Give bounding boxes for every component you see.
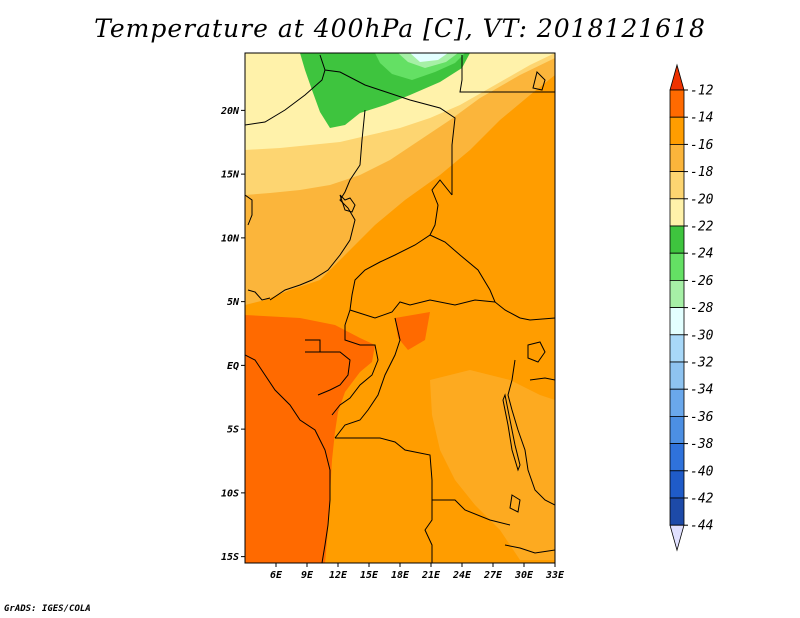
lon-tick-label: 33E (545, 570, 565, 581)
border-angola-drc (335, 437, 511, 526)
lat-tick-label: 5N (227, 297, 240, 308)
border-congo (331, 325, 379, 416)
colorbar-segment (669, 198, 685, 227)
coastline-atlantic (245, 354, 331, 563)
lon-tick-label: 12E (329, 570, 348, 581)
colorbar-level-label: -40 (690, 464, 714, 479)
colorbar-level-label: -30 (690, 328, 714, 343)
colorbar-segment (669, 307, 685, 336)
colorbar-segment (669, 415, 685, 444)
colorbar: -12 -14 -16 -18 -20 -22 -24 -26 -28 -30 -32 -34 -36 -… (669, 63, 714, 552)
border-libya-chad (319, 54, 456, 195)
lat-tick-label: 15S (221, 552, 239, 563)
lake-tanganyika (502, 393, 521, 472)
border-egypt-sudan (459, 55, 555, 93)
colorbar-level-label: -44 (690, 519, 713, 534)
colorbar-level-label: -14 (690, 111, 713, 126)
colorbar-segment (669, 470, 685, 499)
lon-tick-label: 24E (452, 570, 472, 581)
colorbar-segment (669, 116, 685, 145)
border-niger-chad-nigeria (269, 109, 366, 301)
colorbar-segment (669, 225, 685, 254)
lake-chad (339, 194, 356, 213)
colorbar-segment (669, 388, 685, 417)
colorbar-level-label: -36 (690, 410, 714, 425)
border-sudan-uganda (519, 317, 555, 321)
lat-tick-label: 20N (220, 106, 240, 117)
lat-tick-label: EQ (227, 361, 239, 372)
country-borders (245, 54, 555, 563)
sinai-coast (532, 71, 546, 91)
colorbar-top-arrow (669, 63, 685, 91)
lake-victoria (527, 341, 546, 363)
colorbar-level-label: -22 (690, 220, 714, 235)
colorbar-level-label: -16 (690, 138, 714, 153)
lon-tick-label: 15E (360, 570, 379, 581)
lat-tick-label: 15N (221, 170, 240, 181)
chart-title: Temperature at 400hPa [C], VT: 201812161… (94, 14, 706, 43)
colorbar-segment (669, 443, 685, 472)
colorbar-segment (669, 252, 685, 281)
border-uganda-kenya (529, 377, 555, 381)
latitude-axis: 20N 15N 10N 5N EQ 5S 10S 15S (220, 106, 245, 563)
lat-tick-label: 5S (227, 425, 239, 436)
colorbar-level-label: -26 (690, 274, 714, 289)
colorbar-level-label: -38 (690, 437, 714, 452)
border-gabon (317, 351, 351, 396)
temperature-field (245, 53, 555, 563)
colorbar-level-label: -12 (690, 84, 714, 99)
colorbar-segment (669, 89, 685, 118)
credit-label: GrADS: IGES/COLA (4, 604, 91, 614)
lat-tick-label: 10N (221, 233, 240, 244)
coastline-gulf (247, 289, 271, 301)
colorbar-level-label: -20 (690, 192, 714, 207)
colorbar-level-label: -34 (690, 383, 713, 398)
lon-tick-label: 21E (421, 570, 441, 581)
lake-mweru (509, 494, 521, 513)
colorbar-level-label: -32 (690, 356, 714, 371)
field-minus-12-central (395, 312, 430, 350)
colorbar-segment (669, 497, 685, 526)
colorbar-segment (669, 143, 685, 172)
lon-tick-label: 27E (483, 570, 503, 581)
longitude-axis: 6E 9E 12E 15E 18E 21E 24E 27E 30E 33E (270, 563, 565, 581)
colorbar-segment (669, 361, 685, 390)
field-minus-16-southeast (430, 370, 555, 560)
field-minus-12-west (245, 315, 375, 563)
lat-tick-label: 10S (221, 488, 239, 499)
border-algeria-niger (245, 69, 326, 126)
colorbar-segment (669, 171, 685, 200)
lon-tick-label: 18E (391, 570, 410, 581)
coastline-west (245, 194, 253, 226)
field-minus-28 (410, 53, 448, 62)
border-eq-guinea (305, 339, 321, 353)
lon-tick-label: 30E (514, 570, 534, 581)
border-car-sudan (429, 234, 521, 319)
colorbar-level-label: -24 (690, 247, 713, 262)
colorbar-segment (669, 279, 685, 308)
lon-tick-label: 6E (270, 570, 283, 581)
border-car-drc (349, 299, 496, 319)
colorbar-segment (669, 334, 685, 363)
colorbar-level-label: -28 (690, 301, 714, 316)
border-congo-drc (334, 317, 401, 439)
border-zambia-south (504, 544, 555, 554)
border-drc-east (507, 359, 555, 506)
colorbar-bottom-arrow (669, 524, 685, 552)
colorbar-level-label: -42 (690, 492, 714, 507)
border-chad-car (344, 179, 453, 326)
colorbar-level-label: -18 (690, 165, 714, 180)
lon-tick-label: 9E (301, 570, 314, 581)
border-angola-zambia (424, 500, 433, 563)
